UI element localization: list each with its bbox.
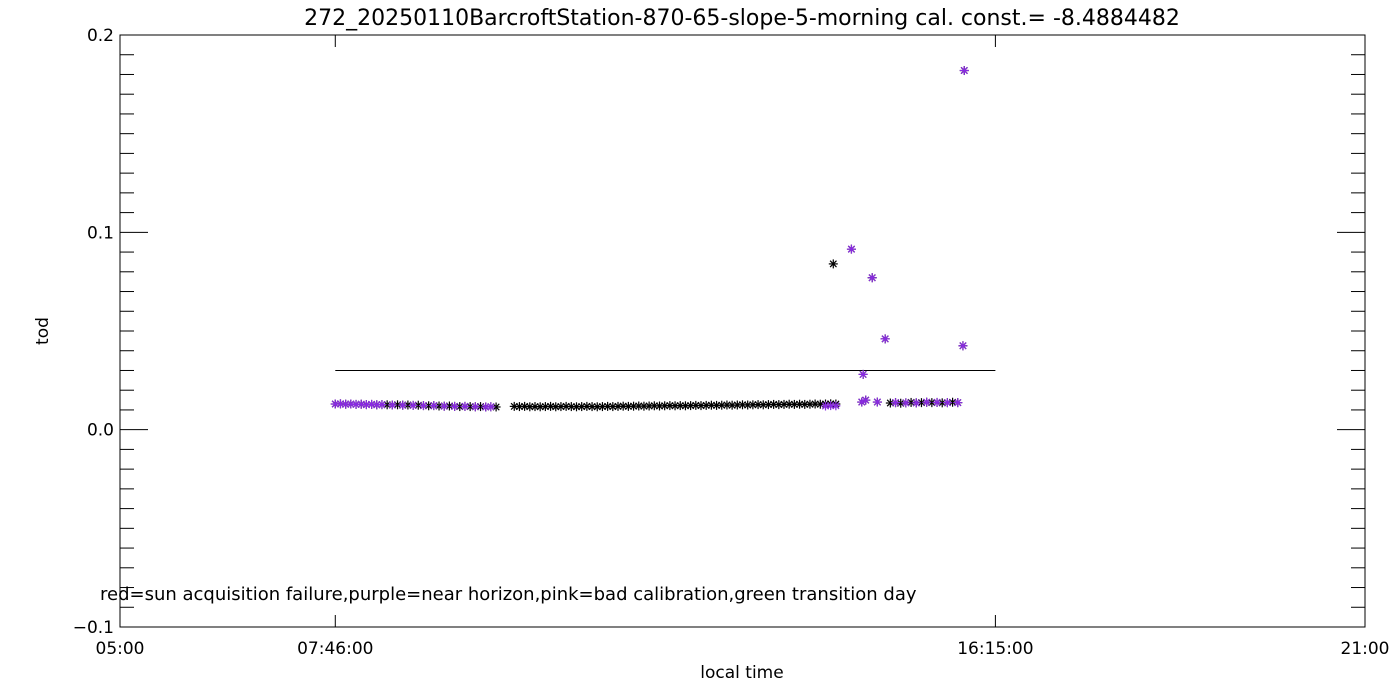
data-point-black	[629, 401, 639, 411]
data-point-purple	[846, 244, 856, 254]
x-tick-label: 05:00	[96, 639, 145, 659]
data-point-purple	[958, 341, 968, 351]
data-point-purple	[867, 273, 877, 283]
y-tick-label: 0.2	[87, 26, 114, 46]
data-point-purple	[486, 402, 496, 412]
y-tick-label: 0.0	[87, 421, 114, 441]
y-tick-label: −0.1	[73, 618, 114, 638]
scatter-points	[330, 66, 969, 412]
data-point-purple	[429, 401, 439, 411]
data-point-purple	[891, 398, 901, 408]
plot-frame	[119, 34, 1366, 628]
x-tick-label: 16:15:00	[957, 639, 1033, 659]
data-point-purple	[439, 401, 449, 411]
data-point-purple	[418, 401, 428, 411]
y-tick-labels: −0.1 0.0 0.1 0.2	[73, 26, 114, 638]
data-point-purple	[942, 398, 952, 408]
color-legend-note: red=sun acquisition failure,purple=near …	[100, 584, 917, 605]
data-point-purple	[377, 400, 387, 410]
data-point-purple	[387, 400, 397, 410]
data-point-purple	[470, 402, 480, 412]
data-point-purple	[408, 400, 418, 410]
data-point-purple	[861, 395, 871, 405]
data-point-purple	[932, 397, 942, 407]
x-axis-label: local time	[700, 663, 783, 683]
data-point-purple	[911, 398, 921, 408]
y-tick-label: 0.1	[87, 223, 114, 243]
data-point-purple	[880, 334, 890, 344]
x-tick-label: 21:00	[1341, 639, 1390, 659]
data-point-purple	[953, 398, 963, 408]
x-tick-label: 07:46:00	[297, 639, 373, 659]
data-point-purple	[398, 400, 408, 410]
chart-title: 272_20250110BarcroftStation-870-65-slope…	[304, 6, 1180, 31]
data-point-purple	[922, 397, 932, 407]
data-point-purple	[901, 398, 911, 408]
x-tick-labels: 05:00 07:46:00 16:15:00 21:00	[96, 639, 1390, 659]
y-axis-label: tod	[33, 317, 53, 345]
data-point-purple	[460, 401, 470, 411]
data-point-black	[828, 259, 838, 269]
data-point-purple	[858, 369, 868, 379]
axis-ticks	[119, 34, 1366, 628]
data-point-purple	[831, 401, 841, 411]
data-point-purple	[959, 66, 969, 76]
data-point-black	[551, 402, 561, 412]
data-point-purple	[872, 397, 882, 407]
data-point-purple	[450, 401, 460, 411]
data-point-black	[810, 399, 820, 409]
